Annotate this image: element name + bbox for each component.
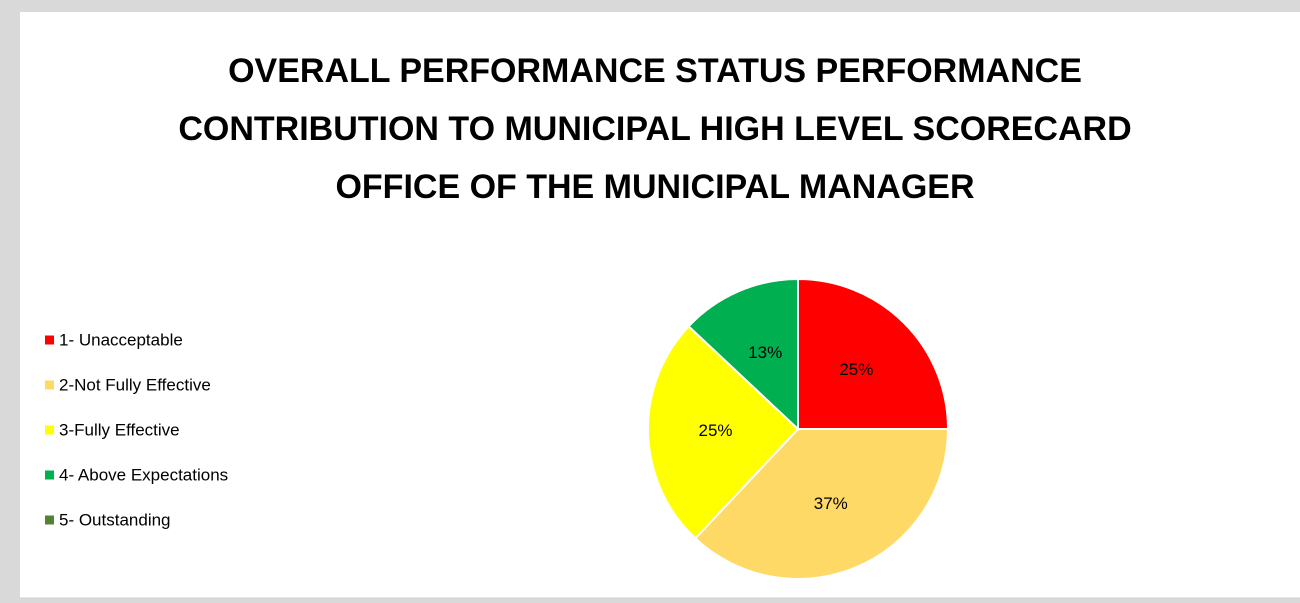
chart-area bbox=[20, 12, 1300, 598]
legend-marker bbox=[45, 380, 54, 390]
legend-marker bbox=[45, 425, 54, 435]
data-label: 25% bbox=[699, 421, 733, 440]
pie-slice bbox=[693, 428, 950, 580]
pie-slice bbox=[797, 277, 950, 430]
data-label: 13% bbox=[748, 343, 782, 362]
legend-marker bbox=[45, 470, 54, 480]
legend-text: 1- Unacceptable bbox=[59, 330, 183, 349]
chart-title: CONTRIBUTION TO MUNICIPAL HIGH LEVEL SCO… bbox=[178, 110, 1131, 148]
legend-text: 3-Fully Effective bbox=[59, 420, 180, 439]
chart-title: OFFICE OF THE MUNICIPAL MANAGER bbox=[335, 168, 974, 206]
data-label: 25% bbox=[839, 360, 873, 379]
legend-text: 2-Not Fully Effective bbox=[59, 375, 211, 394]
pie-slice bbox=[647, 324, 800, 540]
legend-marker bbox=[45, 335, 54, 345]
pie-slice bbox=[687, 277, 799, 432]
legend-text: 4- Above Expectations bbox=[59, 465, 228, 484]
data-label: 37% bbox=[814, 494, 848, 513]
legend-marker bbox=[45, 515, 54, 525]
legend-text: 5- Outstanding bbox=[59, 510, 171, 529]
chart-title: OVERALL PERFORMANCE STATUS PERFORMANCE bbox=[228, 52, 1082, 90]
